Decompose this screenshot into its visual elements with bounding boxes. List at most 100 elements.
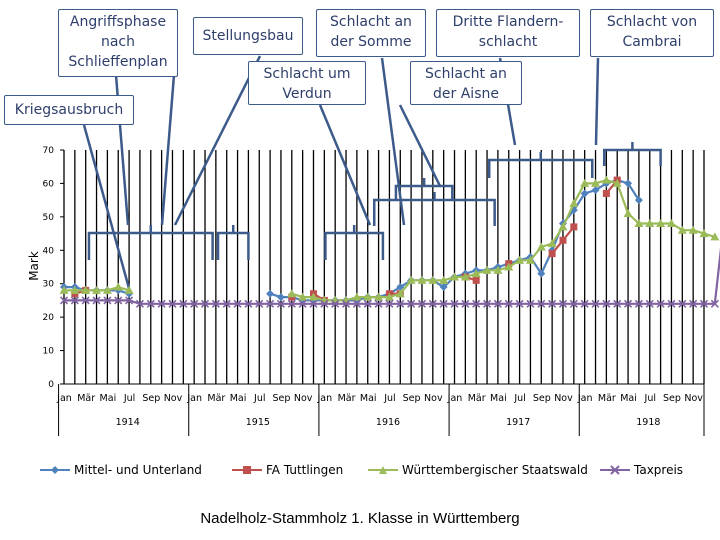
data-point bbox=[255, 299, 264, 308]
data-point bbox=[363, 292, 373, 301]
data-point bbox=[92, 285, 102, 294]
data-point bbox=[81, 285, 91, 294]
data-point bbox=[515, 255, 525, 264]
data-point bbox=[428, 299, 437, 308]
legend-label-taxpreis: Taxpreis bbox=[634, 463, 684, 477]
year-label: 1916 bbox=[376, 417, 400, 428]
legend-swatch-taxpreis bbox=[600, 465, 630, 475]
data-point bbox=[146, 299, 155, 308]
x-tick-label: Sep bbox=[142, 393, 160, 404]
data-point bbox=[70, 285, 80, 294]
year-label: 1915 bbox=[246, 417, 270, 428]
data-point bbox=[385, 299, 394, 308]
bracket-kriegsausbruch bbox=[87, 225, 214, 260]
data-point bbox=[233, 299, 242, 308]
x-tick-label: Jul bbox=[253, 393, 265, 404]
data-point bbox=[547, 239, 557, 248]
data-point bbox=[591, 178, 601, 187]
data-point bbox=[634, 196, 643, 205]
legend-swatch-tuttlingen bbox=[232, 466, 262, 474]
data-point bbox=[222, 299, 231, 308]
data-point bbox=[179, 299, 188, 308]
bracket-cambrai bbox=[602, 142, 662, 166]
bracket-somme bbox=[372, 192, 496, 226]
x-tick-label: Mär bbox=[598, 393, 616, 404]
leader-cambrai bbox=[594, 57, 600, 146]
callout-flandern: Dritte Flandern- schlacht bbox=[436, 9, 580, 57]
legend-swatch-staatswald bbox=[368, 466, 398, 474]
legend-label-tuttlingen: FA Tuttlingen bbox=[266, 463, 344, 477]
data-point bbox=[678, 299, 687, 308]
callout-aisne: Schlacht an der Aisne bbox=[410, 61, 522, 105]
bracket-stellungsbau bbox=[216, 225, 250, 260]
data-point bbox=[190, 299, 199, 308]
data-point bbox=[374, 299, 383, 308]
y-tick-label: 40 bbox=[43, 246, 55, 256]
data-point bbox=[287, 299, 296, 308]
data-point bbox=[374, 292, 384, 301]
data-point bbox=[460, 272, 470, 281]
series-line bbox=[291, 178, 716, 302]
data-point bbox=[580, 299, 589, 308]
bracket-somme-upper bbox=[394, 178, 454, 200]
x-tick-label: Mai bbox=[360, 393, 377, 404]
data-point bbox=[407, 299, 416, 308]
data-point bbox=[623, 209, 633, 218]
data-point bbox=[461, 299, 470, 308]
x-tick-label: Jul bbox=[644, 393, 656, 404]
data-point bbox=[493, 265, 503, 274]
leader-aisne bbox=[398, 104, 442, 187]
data-point bbox=[396, 299, 405, 308]
legend-label-mittel: Mittel- und Unterland bbox=[74, 463, 202, 477]
data-point bbox=[645, 299, 654, 308]
y-axis-label: Mark bbox=[27, 251, 41, 281]
x-tick-label: Sep bbox=[403, 393, 421, 404]
data-point bbox=[591, 186, 600, 195]
data-point bbox=[439, 283, 448, 292]
x-tick-label: Nov bbox=[164, 393, 183, 404]
data-point bbox=[396, 283, 405, 292]
x-tick-label: Jul bbox=[123, 393, 135, 404]
x-tick-label: Nov bbox=[554, 393, 573, 404]
data-point bbox=[168, 299, 177, 308]
data-point bbox=[601, 175, 611, 184]
data-point bbox=[450, 272, 460, 281]
data-point bbox=[113, 282, 123, 291]
data-point bbox=[406, 275, 416, 284]
data-point bbox=[124, 285, 134, 294]
year-label: 1917 bbox=[506, 417, 530, 428]
x-tick-label: Mai bbox=[490, 393, 507, 404]
leader-stellungsbau bbox=[160, 74, 176, 226]
data-point bbox=[472, 299, 481, 308]
data-point bbox=[580, 189, 589, 198]
bracket-verdun bbox=[324, 225, 385, 260]
data-point bbox=[276, 293, 285, 302]
data-point bbox=[537, 299, 546, 308]
x-tick-label: Jul bbox=[513, 393, 525, 404]
data-point bbox=[504, 299, 513, 308]
data-point bbox=[689, 299, 698, 308]
data-point bbox=[81, 296, 90, 305]
data-point bbox=[558, 222, 568, 231]
series-3 bbox=[59, 247, 720, 308]
data-point bbox=[439, 275, 449, 284]
x-tick-label: Jan bbox=[186, 393, 202, 404]
callout-kriegsausbruch: Kriegsausbruch bbox=[4, 95, 134, 125]
data-point bbox=[395, 289, 405, 298]
x-tick-label: Sep bbox=[272, 393, 290, 404]
data-point bbox=[677, 225, 687, 234]
x-tick-label: Jan bbox=[577, 393, 593, 404]
leader-somme-a bbox=[380, 57, 406, 226]
data-point bbox=[656, 219, 666, 228]
data-point bbox=[298, 292, 308, 301]
year-label: 1914 bbox=[116, 417, 140, 428]
chart-title: Nadelholz-Stammholz 1. Klasse in Württem… bbox=[200, 510, 520, 527]
data-point bbox=[450, 299, 459, 308]
callout-angriffsphase: Angriffsphase nach Schlieffenplan bbox=[58, 9, 178, 77]
data-point bbox=[114, 296, 123, 305]
data-point bbox=[656, 299, 665, 308]
data-point bbox=[417, 299, 427, 308]
data-point bbox=[135, 299, 144, 308]
